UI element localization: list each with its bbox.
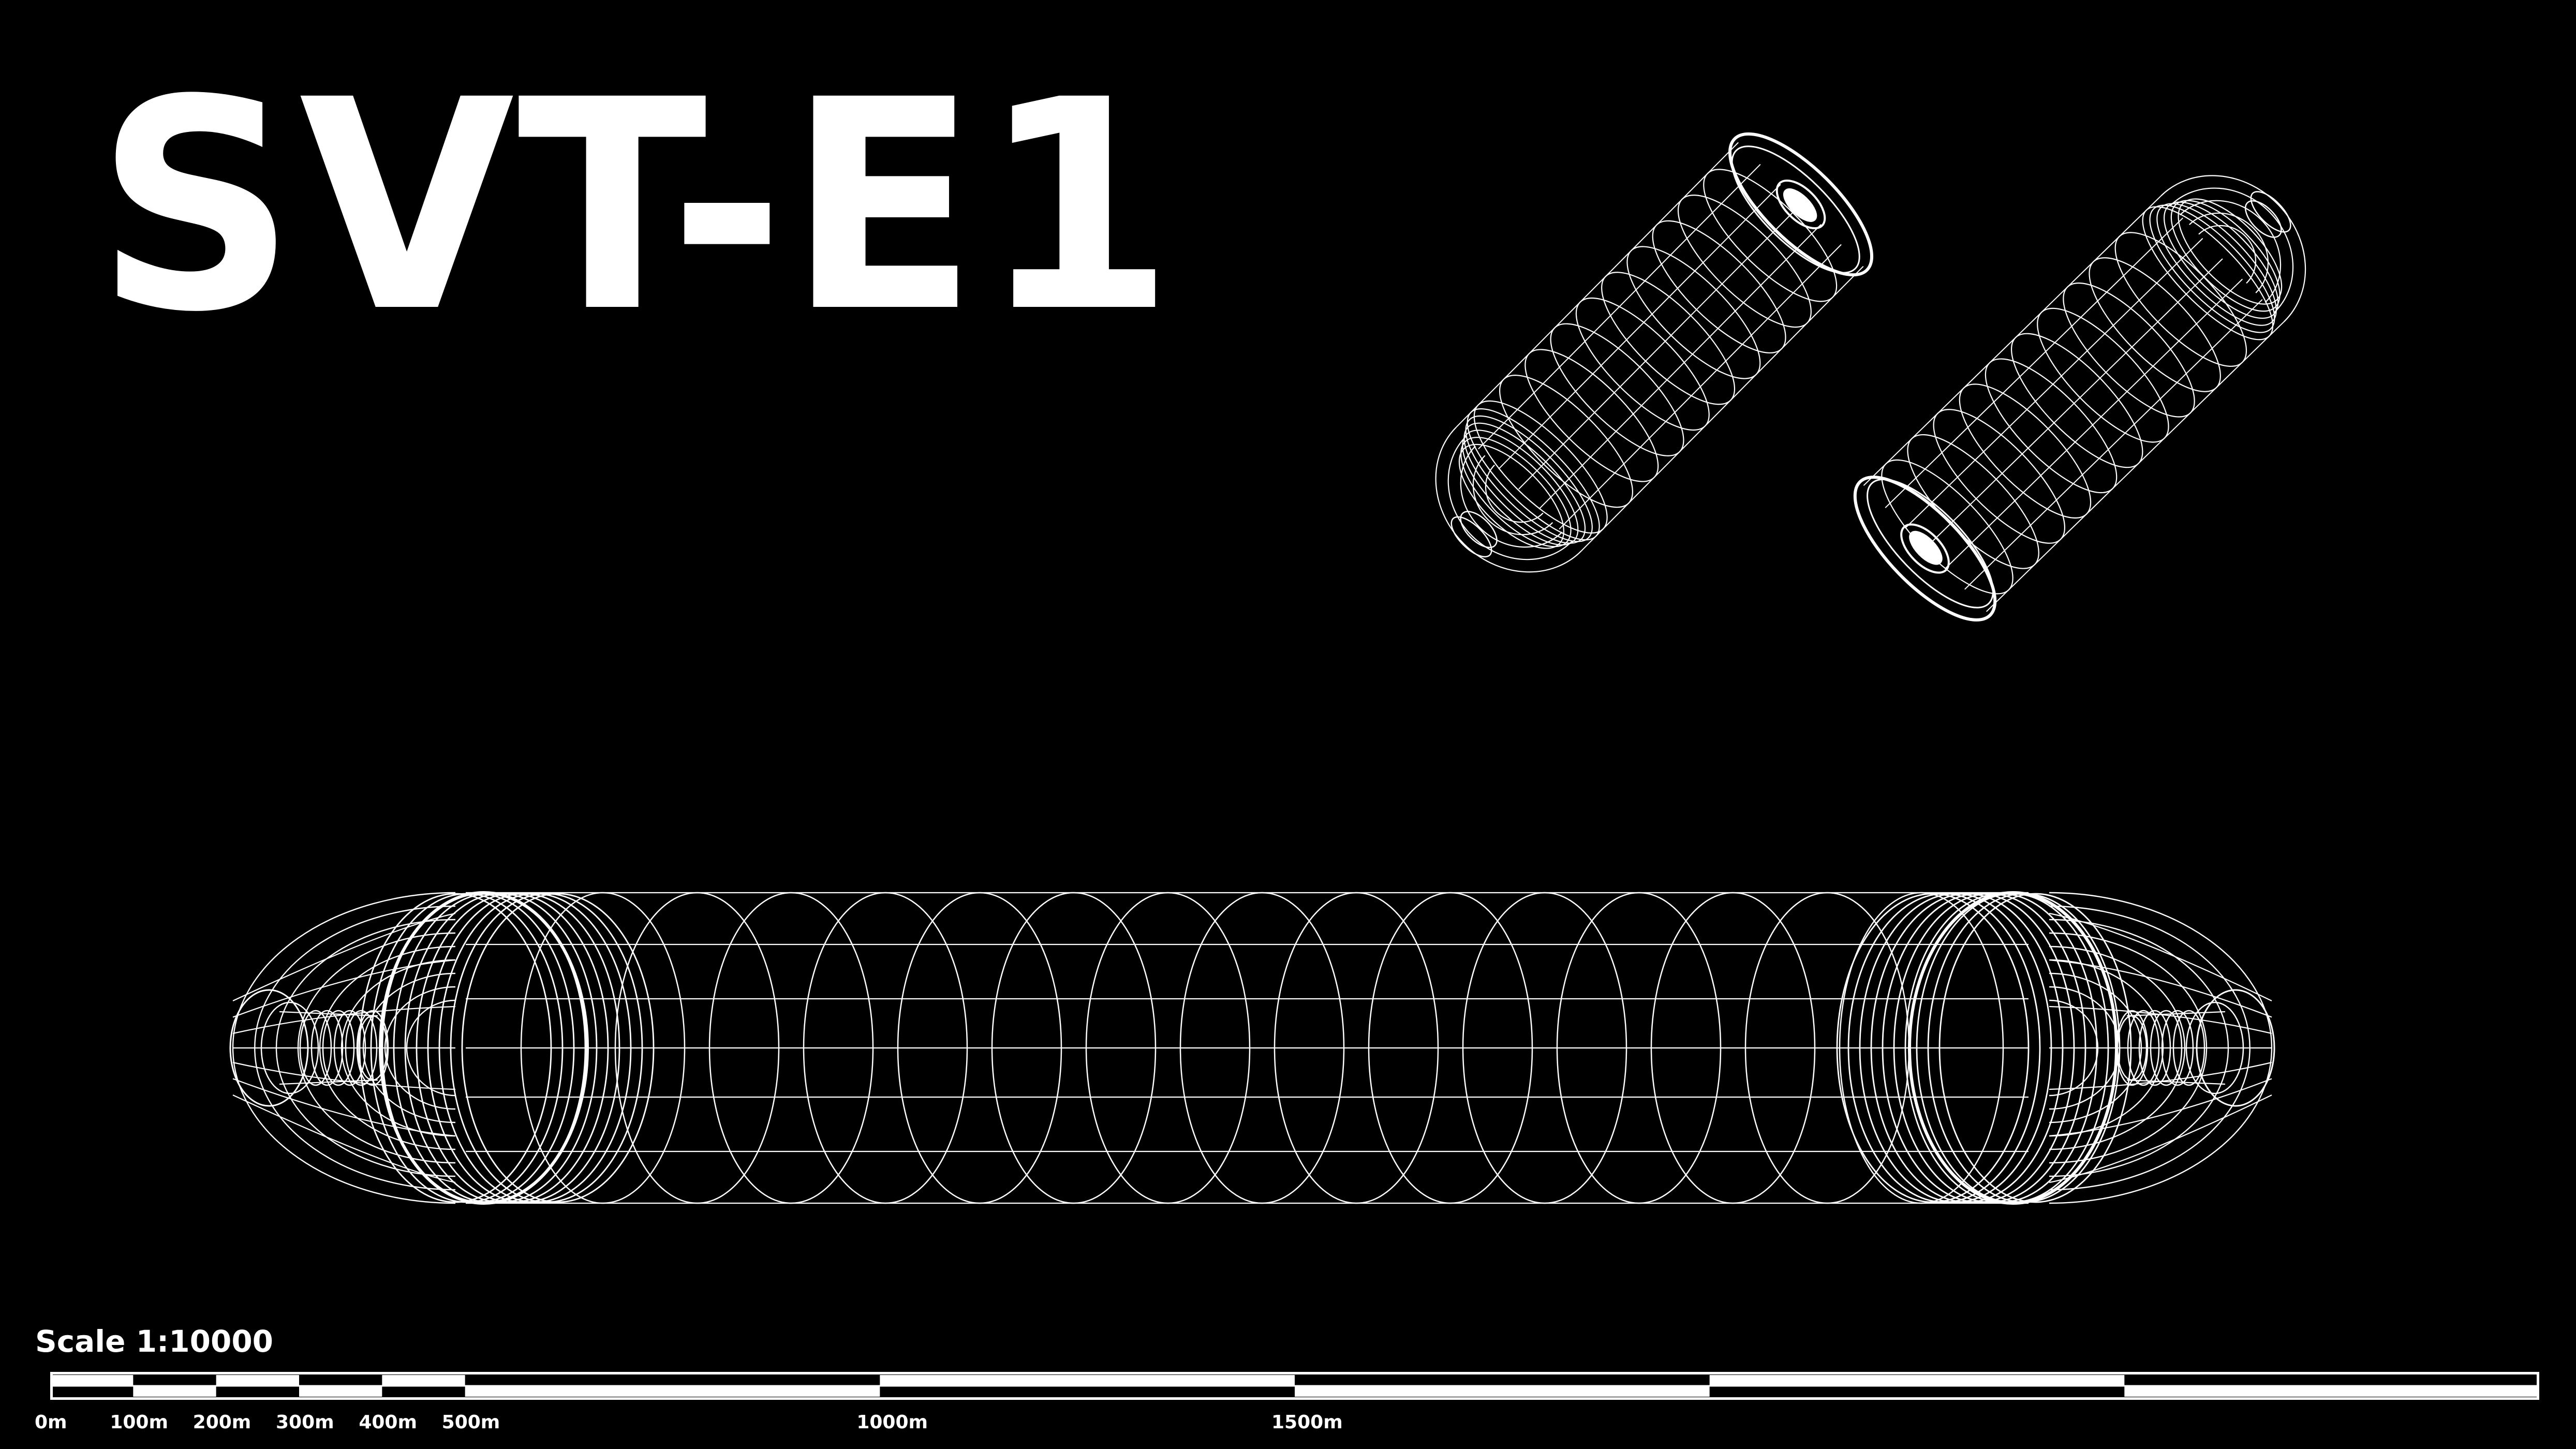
- scale-tick-label: 500m: [441, 1412, 500, 1433]
- scale-tick-label: 300m: [276, 1412, 334, 1433]
- main-hull-side-view: [229, 891, 2275, 1205]
- hull-section-left-view: [1435, 132, 1874, 573]
- scale-label: Scale 1:10000: [35, 1324, 274, 1359]
- scale-tick-label: 400m: [359, 1412, 417, 1433]
- scale-bar-segment: [299, 1386, 382, 1397]
- scale-tick-label: 1000m: [856, 1412, 928, 1433]
- scale-bar-segment: [1295, 1386, 1710, 1397]
- scale-bar-segment: [880, 1375, 1295, 1386]
- hull-section-right-view: [1853, 175, 2306, 622]
- scale-tick-label: 200m: [193, 1412, 251, 1433]
- scale-bar-segment: [465, 1386, 880, 1397]
- scale-bar-segment: [382, 1375, 465, 1386]
- scale-bar-segment: [1709, 1375, 2125, 1386]
- page-title: SVT-E1: [96, 38, 1177, 376]
- scale-bar-segment: [216, 1375, 299, 1386]
- scale-bar-segment: [133, 1386, 216, 1397]
- scale-tick-label: 0m: [35, 1412, 67, 1433]
- scale-tick-label: 100m: [110, 1412, 168, 1433]
- scale-bar-segment: [2124, 1386, 2539, 1397]
- scale-bar-segment: [50, 1375, 134, 1386]
- scale-tick-label: 1500m: [1271, 1412, 1343, 1433]
- scale-bar: [50, 1372, 2539, 1400]
